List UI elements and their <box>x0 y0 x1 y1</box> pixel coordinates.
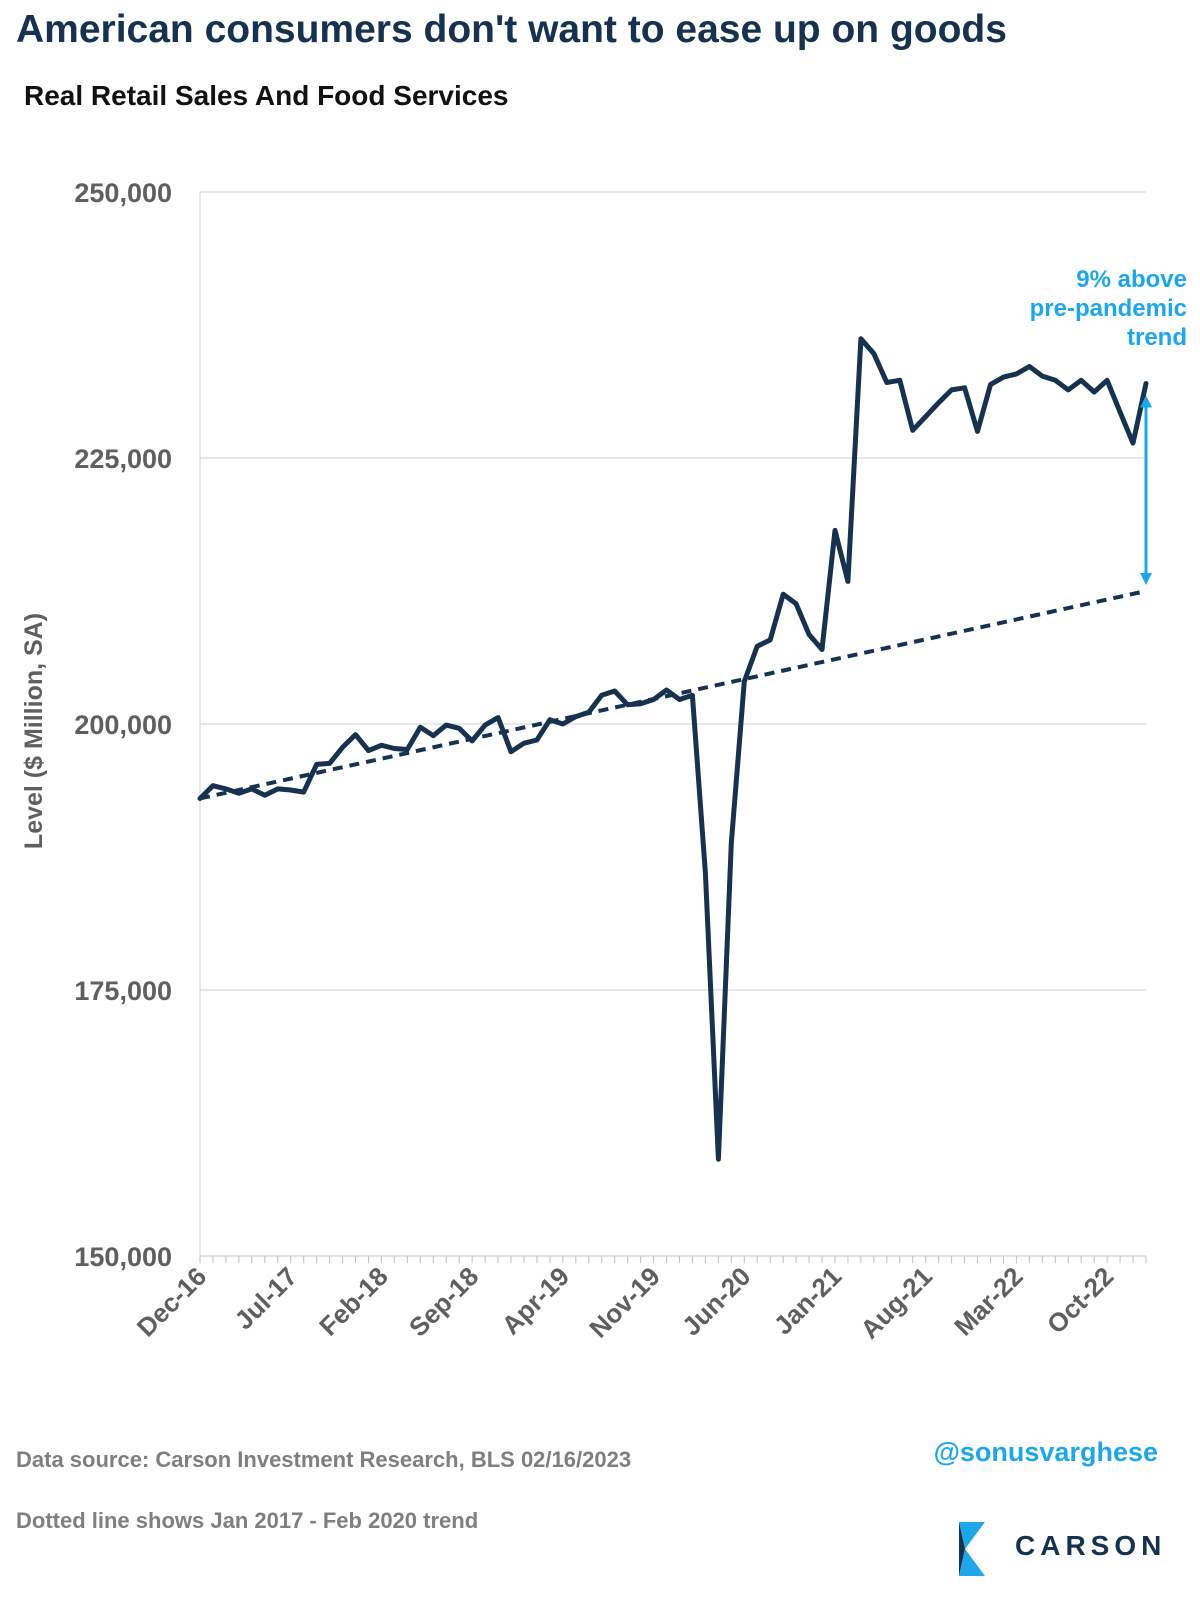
x-tick-label: Apr-19 <box>496 1261 575 1340</box>
arrow-head-down <box>1140 573 1152 585</box>
author-handle[interactable]: @sonusvarghese <box>933 1437 1158 1467</box>
annotation-text: trend <box>1127 324 1187 351</box>
x-tick-label: Feb-18 <box>313 1261 393 1341</box>
x-tick-label: Oct-22 <box>1041 1261 1119 1339</box>
carson-logo-text: CARSON <box>1015 1530 1167 1561</box>
y-tick-label: 200,000 <box>74 710 172 740</box>
x-tick-label: Aug-21 <box>854 1261 938 1345</box>
x-tick-label: Jul-17 <box>229 1261 303 1335</box>
x-tick-label: Sep-18 <box>403 1261 485 1343</box>
y-tick-label: 225,000 <box>74 444 172 474</box>
x-axis-tick-labels: Dec-16 Jul-17 Feb-18 Sep-18 Apr-19 Nov-19 Jun-… <box>131 1261 1120 1345</box>
annotation-text: 9% above <box>1076 266 1187 293</box>
line-chart: 150,000 175,000 200,000 225,000 250,000 Dec-… <box>20 178 1187 1345</box>
carson-logo-mark-icon <box>959 1522 985 1576</box>
series-layer <box>197 336 1149 1162</box>
grid-lines <box>199 191 1147 1263</box>
data-source-note: Data source: Carson Investment Research,… <box>16 1447 632 1472</box>
x-tick-label: Jan-21 <box>768 1261 847 1340</box>
x-tick-label: Dec-16 <box>131 1261 213 1343</box>
trend-note: Dotted line shows Jan 2017 - Feb 2020 tr… <box>16 1508 479 1533</box>
annotation-text: pre-pandemic <box>1030 295 1187 322</box>
x-tick-label: Nov-19 <box>583 1261 666 1344</box>
carson-logo: CARSON <box>955 1516 1195 1582</box>
retail-sales-line <box>197 336 1149 1162</box>
y-tick-label: 175,000 <box>74 976 172 1006</box>
y-axis-tick-labels: 150,000 175,000 200,000 225,000 250,000 <box>74 178 172 1272</box>
x-tick-label: Jun-20 <box>676 1261 756 1341</box>
y-tick-label: 150,000 <box>74 1242 172 1272</box>
x-tick-label: Mar-22 <box>948 1261 1028 1341</box>
arrow-head-up <box>1140 395 1152 408</box>
chart-title: American consumers don't want to ease up… <box>16 8 1007 51</box>
chart-subtitle: Real Retail Sales And Food Services <box>24 80 509 111</box>
y-tick-label: 250,000 <box>74 178 172 208</box>
y-axis-label: Level ($ Million, SA) <box>20 613 48 849</box>
